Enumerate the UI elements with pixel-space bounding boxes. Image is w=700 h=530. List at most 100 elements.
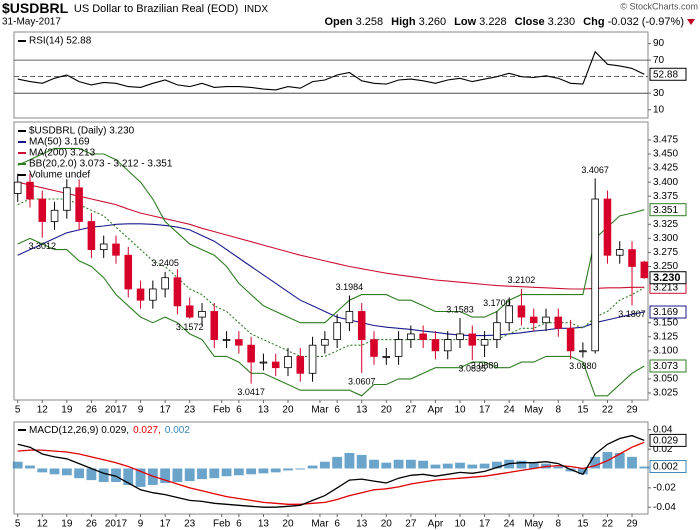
y-tick-label: 3.050 xyxy=(653,374,678,385)
date: 31-May-2017 xyxy=(2,17,61,28)
y-tick-label: 30 xyxy=(653,88,665,99)
quote-value: 3.258 xyxy=(356,16,384,28)
candle-body xyxy=(63,187,71,211)
candle-body xyxy=(603,198,612,256)
candle-body xyxy=(407,333,415,340)
candle-body xyxy=(542,316,550,324)
candle-body xyxy=(149,288,157,301)
histogram-bar xyxy=(528,462,539,469)
price-annotation: 3.0417 xyxy=(237,387,265,397)
quote-label: High xyxy=(391,16,416,28)
quote-value: 3.228 xyxy=(479,16,507,28)
histogram-bar xyxy=(430,464,441,469)
x-tick-label: Mar xyxy=(311,405,329,416)
symbol: $USDBRL xyxy=(2,0,69,16)
value-tag xyxy=(649,305,687,319)
x-tick-label: 22 xyxy=(602,519,614,530)
candle-body xyxy=(394,339,403,357)
value-tag-label: 0.029 xyxy=(653,436,678,447)
series-line xyxy=(17,434,645,508)
quote-label: Open xyxy=(325,16,353,28)
quote-label: Chg xyxy=(583,16,604,28)
histogram-bar xyxy=(467,464,478,469)
x-tick-label: 6 xyxy=(334,519,340,530)
legend-label: MA(200) 3.213 xyxy=(29,148,96,159)
histogram-bar xyxy=(74,468,85,479)
series-line xyxy=(17,147,645,324)
x-tick-label: 27 xyxy=(405,405,417,416)
candle-body xyxy=(210,311,219,340)
candle-body xyxy=(566,327,575,352)
price-annotation: 3.1984 xyxy=(336,282,364,292)
x-tick-label: 9 xyxy=(138,405,144,416)
x-tick-label: 23 xyxy=(184,405,196,416)
histogram-bar xyxy=(270,468,281,473)
x-tick-label: 2017 xyxy=(105,405,128,416)
candle-body xyxy=(235,339,243,346)
histogram-bar xyxy=(295,468,306,470)
value-tag-label: 52.88 xyxy=(653,69,678,80)
histogram-bar xyxy=(258,468,269,474)
value-tag-label: 3.213 xyxy=(653,282,678,293)
candle-body xyxy=(308,344,317,374)
x-tick-label: 29 xyxy=(626,519,638,530)
histogram-bar xyxy=(111,468,121,483)
histogram-bar xyxy=(221,468,232,477)
quote: Open 3.258 High 3.260 Low 3.228 Close 3.230 Chg -… xyxy=(325,16,685,28)
x-tick-label: 2017 xyxy=(105,519,128,530)
value-tag-label: 3.073 xyxy=(653,361,678,372)
x-tick-label: 20 xyxy=(381,405,393,416)
legend-part: MACD(12,26,9) 0.029, xyxy=(29,425,129,436)
x-tick-label: 17 xyxy=(479,519,491,530)
histogram-bar xyxy=(135,468,146,487)
candle-body xyxy=(370,339,378,357)
candle-body xyxy=(333,322,341,340)
legend-part: 0.027, xyxy=(133,425,161,436)
candle-body xyxy=(357,311,366,340)
candle-body xyxy=(198,311,206,318)
candle-body xyxy=(529,316,538,324)
price-annotation: 3.1572 xyxy=(176,322,204,332)
histogram-bar xyxy=(209,468,220,479)
histogram-bar xyxy=(381,462,392,469)
candle-body xyxy=(419,333,427,340)
value-tag-label: 0.002 xyxy=(653,462,678,473)
y-tick-label: -0.02 xyxy=(653,482,676,493)
value-tag xyxy=(649,271,687,285)
y-tick-label: 0.02 xyxy=(653,444,673,455)
y-tick-label: 3.125 xyxy=(653,331,678,342)
candle-body xyxy=(75,187,83,222)
price-annotation: 3.0835 xyxy=(459,363,487,373)
exchange: INDX xyxy=(244,4,268,15)
x-tick-label: 8 xyxy=(556,519,562,530)
candle-body xyxy=(284,356,292,369)
price-annotation: 3.3012 xyxy=(28,241,56,251)
x-tick-label: 5 xyxy=(15,405,21,416)
x-tick-label: 17 xyxy=(160,405,172,416)
x-tick-label: 12 xyxy=(37,405,49,416)
histogram-bar xyxy=(418,460,429,469)
quote-label: Close xyxy=(515,16,545,28)
x-tick-label: Feb xyxy=(213,519,231,530)
y-tick-label: -0.04 xyxy=(653,502,676,513)
x-tick-label: 13 xyxy=(356,405,368,416)
candle-body xyxy=(382,356,391,358)
y-tick-label: 0.04 xyxy=(653,424,673,435)
y-tick-label: 3.275 xyxy=(653,247,678,258)
x-tick-label: 19 xyxy=(61,519,73,530)
y-tick-label: 3.100 xyxy=(653,345,678,356)
x-tick-label: 17 xyxy=(479,405,491,416)
price-annotation: 3.0889 xyxy=(471,360,499,370)
histogram-bar xyxy=(491,461,502,469)
x-tick-label: 23 xyxy=(184,519,196,530)
histogram-bar xyxy=(577,468,588,475)
y-tick-label: 3.325 xyxy=(653,219,678,230)
x-tick-label: 20 xyxy=(381,519,393,530)
histogram-bar xyxy=(49,468,60,475)
panel-border xyxy=(13,31,649,119)
candle-body xyxy=(579,350,587,353)
panel-border xyxy=(13,121,649,401)
x-tick-label: 12 xyxy=(37,519,49,530)
legend-label: MA(50) 3.169 xyxy=(29,137,90,148)
